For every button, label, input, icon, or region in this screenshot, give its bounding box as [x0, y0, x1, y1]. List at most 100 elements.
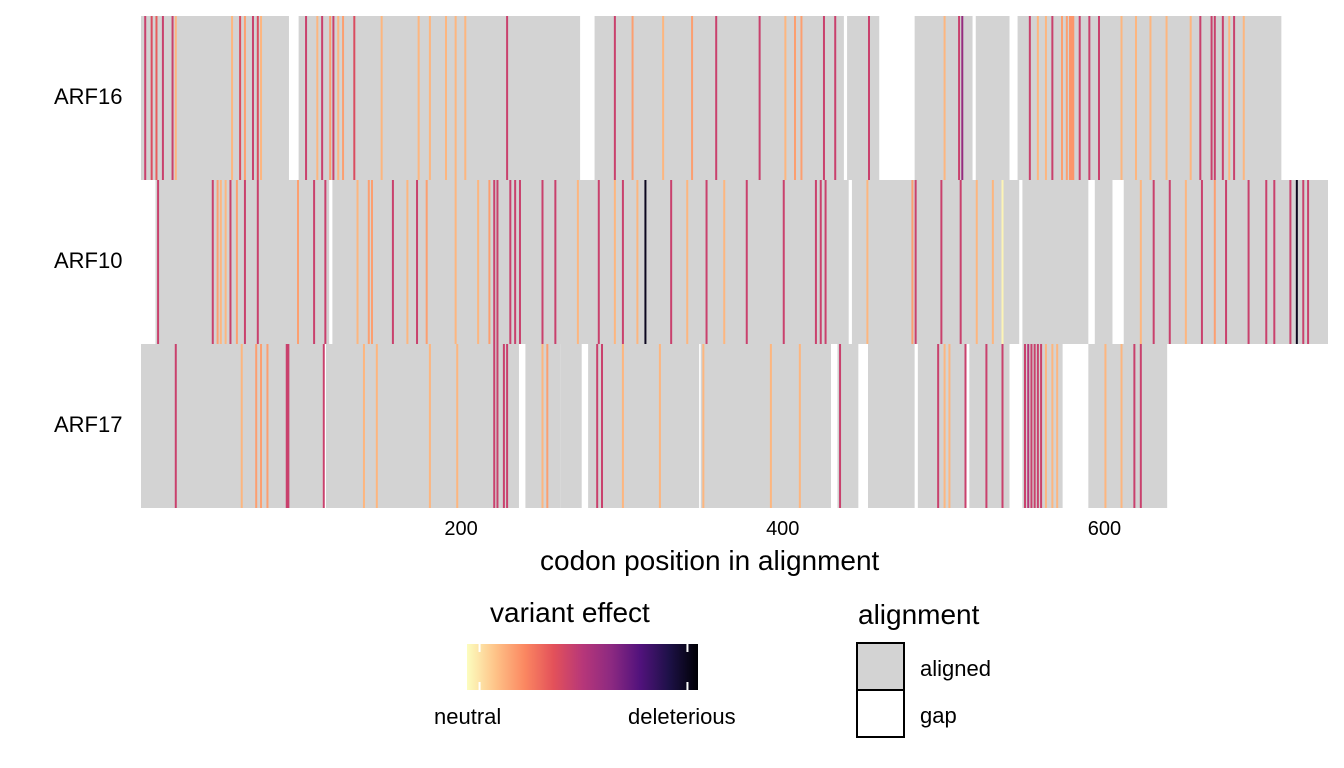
variant-mark [1295, 180, 1298, 344]
variant-mark [477, 180, 480, 344]
variant-mark [636, 180, 639, 344]
variant-mark [367, 180, 370, 344]
variant-mark [1040, 344, 1043, 508]
variant-mark [546, 344, 549, 508]
row-arf10 [155, 180, 1328, 344]
variant-mark [1265, 180, 1268, 344]
variant-mark [961, 16, 964, 180]
variant-mark [597, 180, 600, 344]
variant-mark [670, 180, 673, 344]
variant-mark [814, 180, 817, 344]
variant-mark [224, 180, 227, 344]
variant-mark [943, 344, 946, 508]
variant-mark [723, 180, 726, 344]
variant-mark [417, 16, 420, 180]
row-label: ARF16 [54, 84, 123, 109]
variant-mark [621, 344, 624, 508]
variant-mark [324, 180, 327, 344]
aligned-segment [867, 344, 915, 508]
variant-mark [157, 180, 160, 344]
variant-mark [782, 180, 785, 344]
variant-mark [1168, 180, 1171, 344]
variant-mark [174, 344, 177, 508]
aligned-segment [332, 180, 849, 344]
variant-mark [1199, 16, 1202, 180]
variant-mark [1221, 16, 1224, 180]
variant-mark [342, 16, 345, 180]
variant-mark [251, 16, 254, 180]
variant-mark [702, 344, 705, 508]
variant-mark [362, 344, 365, 508]
aligned-segment [588, 344, 700, 508]
variant-mark [1152, 180, 1155, 344]
variant-mark [313, 180, 316, 344]
variant-mark [959, 180, 962, 344]
variant-mark [155, 16, 158, 180]
variant-mark [1065, 16, 1068, 180]
variant-mark [834, 16, 837, 180]
variant-mark [914, 180, 917, 344]
aligned-segment [298, 16, 581, 180]
variant-mark [493, 180, 496, 344]
variant-mark [554, 180, 557, 344]
legend-key-gap [856, 689, 905, 738]
x-tick-label: 600 [1087, 518, 1122, 540]
variant-mark [866, 180, 869, 344]
variant-mark [1070, 16, 1073, 180]
aligned-segment [917, 344, 965, 508]
legend-label-aligned: aligned [920, 656, 991, 681]
variant-mark [428, 16, 431, 180]
variant-mark [985, 344, 988, 508]
variant-mark [1242, 16, 1245, 180]
aligned-segment [325, 344, 519, 508]
variant-mark [464, 16, 467, 180]
variant-mark [454, 16, 457, 180]
variant-mark [1001, 344, 1004, 508]
aligned-segment [851, 180, 1020, 344]
effect-legend-high-label: deleterious [628, 704, 736, 729]
variant-mark [596, 344, 599, 508]
variant-mark [1044, 16, 1047, 180]
aligned-segment [1022, 180, 1089, 344]
variant-mark [514, 180, 517, 344]
variant-mark [1273, 180, 1276, 344]
variant-mark [1213, 180, 1216, 344]
variant-mark [229, 180, 232, 344]
variant-mark [171, 16, 174, 180]
variant-mark [305, 16, 308, 180]
variant-mark [266, 344, 269, 508]
variant-mark [1307, 180, 1310, 344]
variant-mark [1165, 16, 1168, 180]
aligned-segment [837, 344, 859, 508]
variant-mark [496, 180, 499, 344]
variant-mark [243, 16, 246, 180]
variant-mark [1036, 16, 1039, 180]
variant-mark [822, 16, 825, 180]
variant-mark [1210, 16, 1213, 180]
variant-mark [1247, 180, 1250, 344]
variant-mark [509, 180, 512, 344]
variant-mark [1149, 16, 1152, 180]
variant-mark [1289, 180, 1292, 344]
aligned-segment [847, 16, 880, 180]
variant-mark [353, 16, 356, 180]
variant-mark [839, 344, 842, 508]
variant-mark [496, 344, 499, 508]
variant-mark [256, 180, 259, 344]
variant-mark [231, 16, 234, 180]
variant-mark [1069, 16, 1072, 180]
variant-mark [144, 16, 147, 180]
aligned-segment [975, 16, 1010, 180]
variant-mark [1030, 344, 1033, 508]
variant-mark [1072, 16, 1075, 180]
variant-mark [541, 344, 544, 508]
variant-mark [1302, 180, 1305, 344]
variant-mark [686, 180, 689, 344]
variant-mark [958, 16, 961, 180]
variant-mark [1051, 344, 1054, 508]
row-arf16 [141, 16, 1282, 180]
variant-mark [332, 16, 335, 180]
variant-mark [1104, 344, 1107, 508]
variant-mark [784, 16, 787, 180]
colorbar-tick [686, 682, 689, 690]
